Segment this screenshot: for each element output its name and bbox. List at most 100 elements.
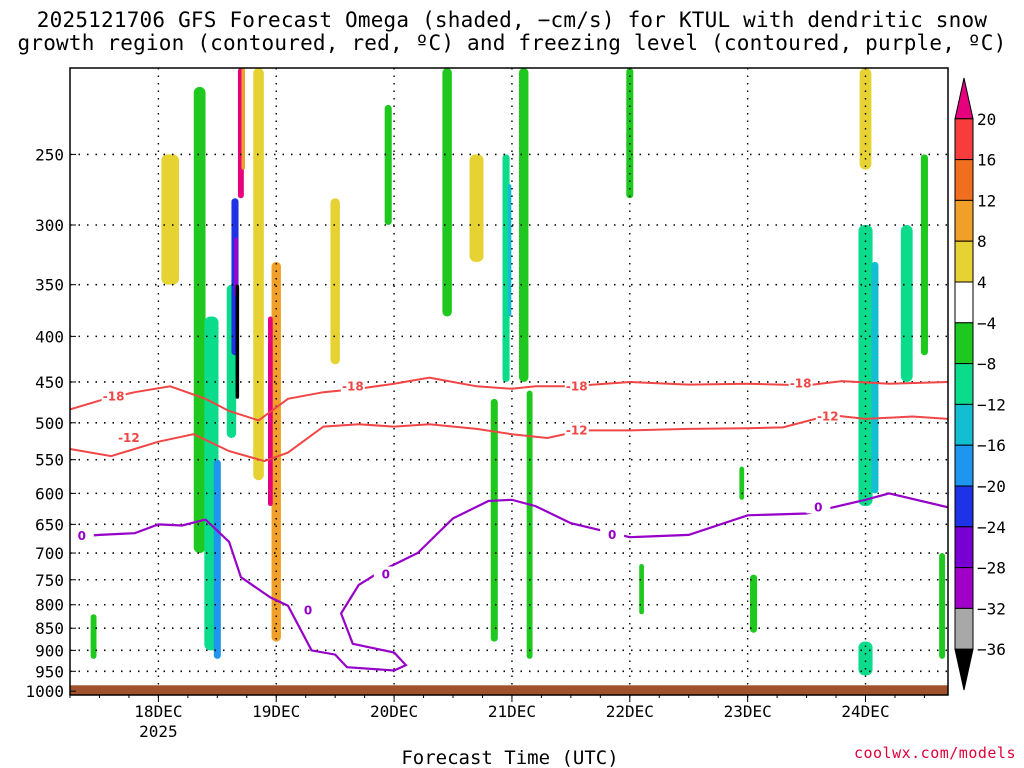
y-tick-label-400: 400 bbox=[35, 327, 64, 346]
omega-cell-32 bbox=[832, 68, 840, 170]
ground-layer bbox=[70, 685, 948, 695]
omega-cell-19 bbox=[396, 104, 404, 356]
x-tick-label-18DEC: 18DEC bbox=[134, 702, 182, 721]
y-tick-label-700: 700 bbox=[35, 544, 64, 563]
credit-text: coolwx.com/models bbox=[853, 744, 1016, 762]
omega-cell-41 bbox=[935, 316, 943, 507]
omega-cell-20 bbox=[442, 68, 452, 317]
omega-cell-8 bbox=[234, 237, 238, 296]
y-tick-label-750: 750 bbox=[35, 571, 64, 590]
colorbar: 20 16 12 8 4 −4 −8 −12 −16 −20 −24 −28 −32 −36 bbox=[954, 77, 1006, 691]
colorbar-label-4: 4 bbox=[977, 273, 987, 292]
omega-cell-36 bbox=[859, 68, 872, 170]
contour-minus-12 bbox=[70, 413, 948, 463]
colorbar-swatch-13 bbox=[954, 607, 974, 650]
ground-surface bbox=[70, 685, 948, 695]
y-tick-label-300: 300 bbox=[35, 216, 64, 235]
colorbar-bottom-arrow bbox=[954, 648, 974, 691]
contour-label-minus-12-1: -12 bbox=[566, 423, 588, 437]
y-tick-label-500: 500 bbox=[35, 414, 64, 433]
omega-cell-11 bbox=[241, 68, 246, 170]
omega-cell-43 bbox=[750, 574, 758, 633]
colorbar-swatch-9 bbox=[954, 444, 974, 487]
omega-cell-40 bbox=[920, 154, 928, 356]
omega-cell-25 bbox=[519, 68, 529, 382]
omega-cell-16 bbox=[322, 437, 337, 672]
omega-cell-34 bbox=[858, 224, 873, 507]
contour-label-minus-18-1: -18 bbox=[342, 379, 364, 393]
omega-cell-18 bbox=[384, 104, 392, 225]
omega-cell-31 bbox=[767, 169, 775, 250]
y-tick-label-950: 950 bbox=[35, 662, 64, 681]
omega-cell-12 bbox=[253, 68, 264, 481]
colorbar-label-11: −28 bbox=[977, 559, 1006, 578]
colorbar-label-0: 20 bbox=[977, 110, 996, 129]
omega-cell-17 bbox=[330, 198, 340, 365]
colorbar-swatch-3 bbox=[954, 199, 974, 242]
colorbar-label-7: −12 bbox=[977, 395, 1006, 414]
omega-cell-42 bbox=[939, 553, 946, 659]
contour-label-minus-12-2: -12 bbox=[817, 410, 839, 424]
colorbar-swatch-10 bbox=[954, 485, 974, 528]
omega-cell-46 bbox=[90, 614, 97, 659]
omega-cell-21 bbox=[469, 154, 484, 262]
colorbar-top-arrow bbox=[954, 77, 974, 120]
colorbar-swatch-7 bbox=[954, 363, 974, 405]
omega-cell-26 bbox=[536, 122, 547, 382]
contour-label-minus-12-1-bg bbox=[564, 422, 589, 437]
omega-cell-29 bbox=[599, 138, 614, 317]
x-tick-sublabel-year: 2025 bbox=[139, 722, 178, 741]
contour-label-minus-18-1-bg bbox=[340, 378, 365, 393]
omega-cell-39 bbox=[900, 224, 913, 382]
y-tick-label-350: 350 bbox=[35, 276, 64, 295]
contour-label-zero-3: 0 bbox=[814, 500, 822, 514]
colorbar-swatch-5 bbox=[954, 281, 974, 324]
contour-label-minus-18-2: -18 bbox=[566, 379, 588, 393]
omega-cell-35 bbox=[871, 261, 879, 494]
x-tick-label-21DEC: 21DEC bbox=[488, 702, 536, 721]
contour-label-zero-4: 0 bbox=[304, 604, 312, 618]
x-tick-label-20DEC: 20DEC bbox=[370, 702, 418, 721]
contour-label-minus-12-2-bg bbox=[815, 408, 840, 423]
colorbar-label-5: −4 bbox=[977, 314, 996, 333]
colorbar-swatch-2 bbox=[954, 159, 974, 201]
x-tick-label-24DEC: 24DEC bbox=[841, 702, 889, 721]
colorbar-label-6: −8 bbox=[977, 355, 996, 374]
colorbar-swatch-4 bbox=[954, 240, 974, 283]
contour-label-zero-1-bg bbox=[373, 566, 398, 581]
omega-cell-1 bbox=[72, 336, 91, 467]
contour-minus-18 bbox=[70, 376, 948, 422]
colorbar-label-8: −16 bbox=[977, 436, 1006, 455]
y-tick-label-900: 900 bbox=[35, 641, 64, 660]
omega-cell-27 bbox=[490, 398, 498, 642]
contour-label-minus-12-0-bg bbox=[116, 429, 141, 444]
colorbar-swatch-6 bbox=[954, 322, 974, 365]
colorbar-label-12: −32 bbox=[977, 599, 1006, 618]
colorbar-swatch-11 bbox=[954, 526, 974, 569]
omega-cell-45 bbox=[739, 466, 745, 500]
y-tick-label-650: 650 bbox=[35, 515, 64, 534]
y-tick-label-450: 450 bbox=[35, 373, 64, 392]
colorbar-swatch-12 bbox=[954, 567, 974, 609]
colorbar-label-9: −20 bbox=[977, 477, 1006, 496]
x-tick-label-23DEC: 23DEC bbox=[724, 702, 772, 721]
contour-label-zero-2-bg bbox=[600, 526, 625, 541]
contour-label-minus-12-0: -12 bbox=[118, 431, 140, 445]
x-tick-label-22DEC: 22DEC bbox=[606, 702, 654, 721]
y-tick-label-1000: 1000 bbox=[25, 682, 64, 701]
contour-label-minus-18-3: -18 bbox=[790, 377, 812, 391]
chart-title-line-1: 2025121706 GFS Forecast Omega (shaded, −… bbox=[36, 8, 988, 32]
contour-label-zero-0-bg bbox=[70, 528, 94, 543]
contour-layer: -18 -18 -18 -18 -12 -12 -12 0 0 0 0 0 bbox=[70, 375, 948, 672]
omega-cell-15 bbox=[298, 261, 313, 580]
y-tick-label-550: 550 bbox=[35, 451, 64, 470]
colorbar-swatch-1 bbox=[954, 118, 974, 161]
contour-label-minus-18-0: -18 bbox=[103, 389, 125, 403]
omega-cell-0 bbox=[90, 249, 121, 399]
colorbar-label-3: 8 bbox=[977, 232, 987, 251]
y-tick-label-600: 600 bbox=[35, 484, 64, 503]
colorbar-label-2: 12 bbox=[977, 191, 996, 210]
omega-cell-5 bbox=[213, 459, 221, 659]
omega-cell-30 bbox=[626, 68, 634, 199]
